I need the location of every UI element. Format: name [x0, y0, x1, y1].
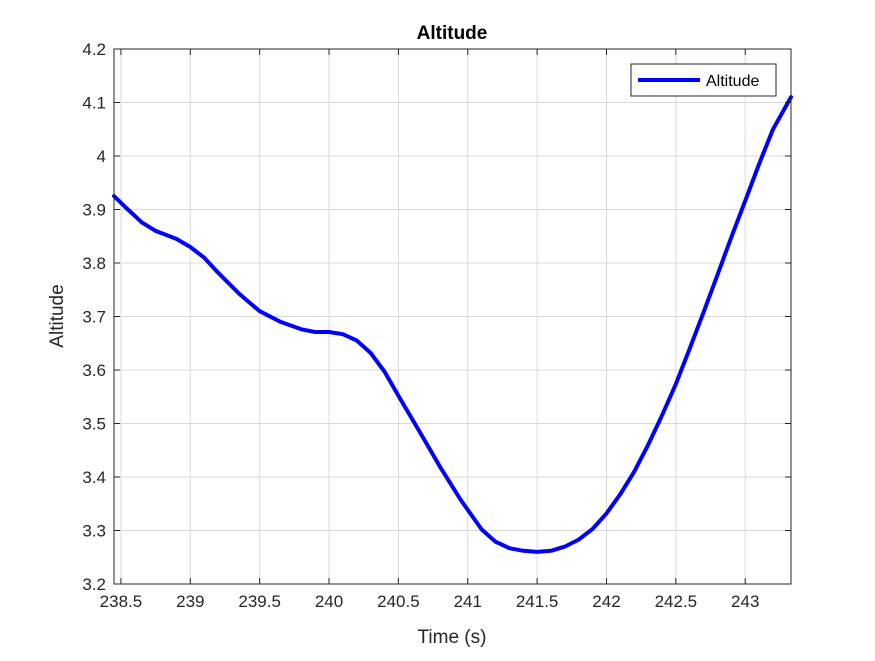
y-tick-label: 3.9 [82, 201, 106, 220]
y-tick-label: 3.5 [82, 415, 106, 434]
y-tick-label: 3.2 [82, 575, 106, 594]
x-tick-label: 240 [315, 592, 343, 611]
x-tick-label: 242.5 [655, 592, 698, 611]
series-layer [112, 95, 793, 554]
series-line-altitude [112, 95, 793, 554]
y-tick-label: 4.2 [82, 40, 106, 59]
y-tick-label: 3.7 [82, 308, 106, 327]
x-tick-label: 239.5 [238, 592, 281, 611]
axis-ticks [114, 48, 791, 585]
x-tick-label: 238.5 [100, 592, 143, 611]
x-tick-label: 241 [454, 592, 482, 611]
y-tick-label: 4 [97, 147, 106, 166]
legend-label-altitude: Altitude [706, 73, 759, 90]
x-tick-label: 243 [731, 592, 759, 611]
legend: Altitude [630, 63, 777, 97]
y-tick-label: 4.1 [82, 94, 106, 113]
y-tick-label: 3.3 [82, 522, 106, 541]
x-tick-label: 242 [592, 592, 620, 611]
x-tick-label: 241.5 [516, 592, 559, 611]
x-tick-label: 240.5 [377, 592, 420, 611]
y-tick-label: 3.4 [82, 468, 106, 487]
x-tick-label: 239 [176, 592, 204, 611]
x-axis-label: Time (s) [418, 627, 487, 648]
legend-box [630, 63, 777, 97]
y-tick-label: 3.6 [82, 361, 106, 380]
y-axis-label: Altitude [47, 284, 68, 347]
grid-lines [114, 48, 791, 585]
chart-title: Altitude [417, 23, 488, 44]
tick-labels: 238.5 239 239.5 240 240.5 241 241.5 242 242.5 243… [82, 40, 759, 611]
y-tick-label: 3.8 [82, 254, 106, 273]
